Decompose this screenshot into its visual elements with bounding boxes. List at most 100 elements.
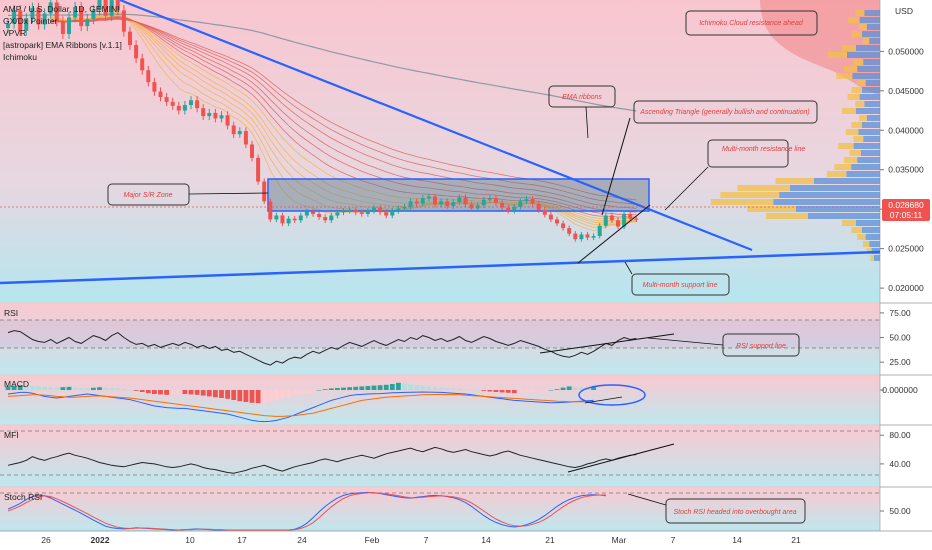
candle-body (18, 10, 23, 31)
vpvr-bar (862, 122, 880, 128)
support-trendline (0, 250, 880, 285)
macd-hist-bar (304, 390, 310, 394)
macd-hist-bar (347, 387, 352, 390)
macd-hist-bar (481, 390, 487, 391)
vpvr-bar (866, 115, 880, 121)
candle-body (359, 212, 364, 214)
macd-hist-bar (499, 390, 505, 393)
annotation-ema: EMA ribbons (548, 85, 616, 139)
price-tick-label: 0.045000 (888, 86, 924, 96)
ema-ribbon-line (50, 16, 637, 216)
candle-body (237, 131, 242, 135)
indicator-tick-label: 25.00 (889, 357, 911, 367)
vpvr-bar-part (775, 178, 814, 184)
candle-body (426, 196, 431, 199)
macd-hist-bar (121, 389, 127, 390)
vpvr-bar (856, 45, 880, 51)
stoch-pane-bg (0, 488, 880, 531)
macd-hist-bar (316, 390, 322, 391)
candle-body (445, 201, 450, 207)
candle-body (42, 13, 47, 25)
macd-hist-bar (200, 390, 206, 396)
macd-hist-bar (444, 388, 450, 390)
candle-body (189, 100, 193, 106)
vpvr-bar-part (842, 45, 856, 51)
macd-hist-bar (359, 386, 365, 390)
macd-hist-bar (182, 390, 188, 394)
vpvr-bar (851, 164, 880, 170)
candle-body (353, 209, 358, 213)
stoch-d-line (7, 492, 606, 531)
candle-body (365, 210, 370, 214)
candle-body (225, 115, 230, 126)
vpvr-bar (856, 220, 880, 226)
candle-body (121, 10, 126, 32)
macd-hist-bar (231, 390, 237, 400)
vpvr-bar-part (826, 171, 847, 177)
vpvr-bar (857, 157, 880, 163)
vpvr-bar (847, 52, 880, 58)
candle-body (182, 105, 187, 111)
candle-body (54, 2, 59, 22)
candle-body (250, 144, 254, 158)
svg-text:Stoch RSI headed into overboug: Stoch RSI headed into overbought area (674, 509, 797, 516)
legend-title: AMP / U.S. Dollar, 1D, GEMINI (3, 4, 120, 14)
vpvr-bar (796, 206, 880, 212)
candle-body (414, 201, 419, 204)
time-tick-label: 17 (237, 535, 247, 545)
macd-hist-bar (23, 385, 29, 390)
macd-hist-bar (524, 390, 529, 393)
macd-hist-bar (554, 389, 560, 390)
macd-hist-bar (322, 389, 328, 390)
vpvr-bar-part (843, 157, 858, 163)
candle-body (335, 212, 340, 216)
macd-hist-bar (463, 389, 468, 390)
macd-hist-bar (286, 390, 291, 397)
axis-panel (880, 0, 932, 550)
candle-body (372, 207, 376, 211)
macd-hist-bar (115, 388, 121, 390)
rsi-support-line (539, 333, 675, 354)
macd-hist-bar (225, 390, 230, 399)
legend-line-2: VPVR (3, 28, 26, 38)
vpvr-bar (869, 38, 880, 44)
candle-body (530, 198, 535, 204)
macd-hist-bar (237, 390, 243, 402)
vpvr-bar (859, 17, 880, 23)
vpvr-bar (808, 213, 880, 219)
vpvr-bar-part (747, 206, 796, 212)
macd-highlight-ellipse (578, 384, 646, 406)
svg-text:Ichimoku Cloud resistance ahea: Ichimoku Cloud resistance ahead (699, 20, 804, 27)
macd-hist-bar (450, 388, 456, 390)
candle-body (512, 206, 517, 211)
vpvr-bar-part (845, 129, 859, 135)
indicator-tick-label: 40.00 (889, 459, 911, 469)
candle-body (79, 7, 84, 27)
macd-hist-bar (66, 386, 72, 390)
macd-hist-bar (487, 390, 493, 392)
macd-hist-bar (530, 390, 535, 392)
macd-hist-bar (60, 387, 66, 390)
triangle-upper-line (601, 117, 631, 216)
candle-body (6, 23, 10, 28)
macd-hist-bar (353, 386, 359, 390)
vpvr-bar-part (855, 10, 865, 16)
price-tick-label: 0.025000 (888, 244, 924, 254)
macd-hist-bar (30, 386, 35, 390)
candle-body (91, 10, 96, 19)
candle-body (164, 97, 169, 102)
macd-hist-bar (5, 386, 11, 390)
vpvr-bar-part (720, 192, 780, 198)
vpvr-bar (856, 108, 880, 114)
indicator-tick-label: 0.000000 (882, 385, 918, 395)
annotation-rsi-support: RSI support line (647, 333, 800, 357)
macd-hist-bar (542, 390, 548, 392)
vpvr-bar-part (857, 234, 866, 240)
candle-body (518, 201, 523, 207)
macd-hist-bar (396, 382, 401, 390)
vpvr-bar (853, 143, 880, 149)
vpvr-bar-part (737, 185, 790, 191)
indicator-axes: 25.00 50.00 75.00 0.000000 40.00 80.00 50.00 (880, 308, 918, 516)
macd-hist-bar (383, 384, 389, 390)
time-tick-label: 14 (481, 535, 491, 545)
